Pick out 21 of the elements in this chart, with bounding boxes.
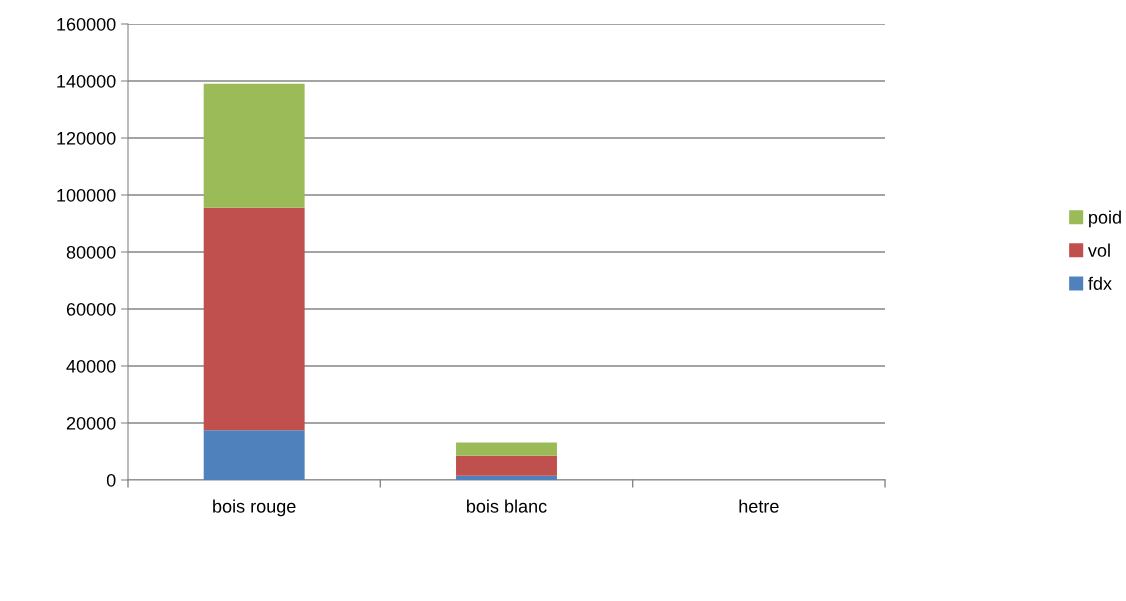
y-tick-label: 40000 bbox=[66, 359, 116, 373]
bar bbox=[456, 455, 557, 476]
bar bbox=[203, 207, 305, 431]
y-tick-label: 80000 bbox=[66, 245, 116, 259]
bar bbox=[456, 442, 557, 456]
x-tick-label: bois rouge bbox=[213, 499, 296, 517]
bar bbox=[203, 430, 305, 480]
y-tick-label: 60000 bbox=[66, 302, 116, 316]
legend-label: fdx bbox=[1088, 276, 1112, 290]
x-tick-label: hetre bbox=[739, 499, 779, 513]
legend-label: poid bbox=[1089, 210, 1121, 228]
bar bbox=[203, 83, 305, 208]
y-tick-label: 160000 bbox=[57, 17, 116, 31]
y-tick-label: 0 bbox=[106, 473, 116, 487]
y-tick-label: 100000 bbox=[57, 188, 116, 202]
bar bbox=[456, 475, 557, 480]
x-tick-label: bois blanc bbox=[467, 499, 547, 513]
y-tick-label: 140000 bbox=[57, 74, 116, 88]
legend-label: vol bbox=[1087, 243, 1110, 257]
y-tick-label: 20000 bbox=[66, 416, 116, 430]
y-tick-label: 120000 bbox=[57, 131, 116, 145]
